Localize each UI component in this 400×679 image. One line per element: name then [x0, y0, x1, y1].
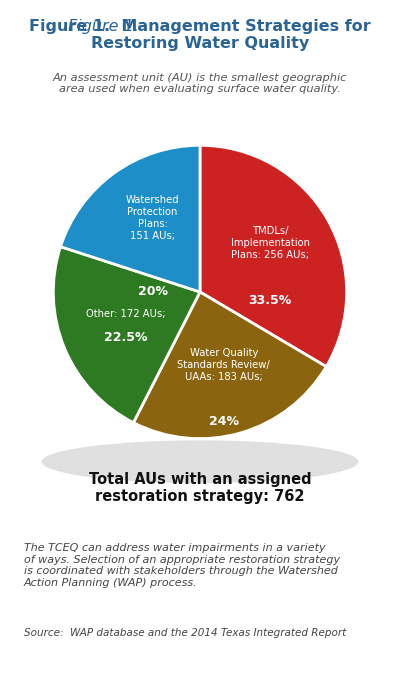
- Text: Figure 1.  Management Strategies for
Restoring Water Quality: Figure 1. Management Strategies for Rest…: [29, 19, 371, 52]
- Wedge shape: [200, 145, 347, 367]
- Wedge shape: [134, 292, 326, 439]
- Text: 24%: 24%: [209, 416, 239, 428]
- Text: 22.5%: 22.5%: [104, 331, 147, 344]
- Text: TMDLs/
Implementation
Plans: 256 AUs;: TMDLs/ Implementation Plans: 256 AUs;: [230, 226, 310, 260]
- Text: Figure 1.: Figure 1.: [68, 19, 139, 34]
- Text: 33.5%: 33.5%: [248, 294, 292, 307]
- Text: 20%: 20%: [138, 285, 168, 298]
- Ellipse shape: [42, 441, 358, 483]
- Text: An assessment unit (AU) is the smallest geographic
area used when evaluating sur: An assessment unit (AU) is the smallest …: [53, 73, 347, 94]
- Text: Source:  WAP database and the 2014 Texas Integrated Report: Source: WAP database and the 2014 Texas …: [24, 628, 346, 638]
- Text: Watershed
Protection
Plans:
151 AUs;: Watershed Protection Plans: 151 AUs;: [126, 195, 179, 241]
- Text: Total AUs with an assigned
restoration strategy: 762: Total AUs with an assigned restoration s…: [89, 472, 311, 504]
- Wedge shape: [60, 145, 200, 292]
- Text: Other: 172 AUs;: Other: 172 AUs;: [86, 309, 165, 319]
- Text: Water Quality
Standards Review/
UAAs: 183 AUs;: Water Quality Standards Review/ UAAs: 18…: [177, 348, 270, 382]
- Wedge shape: [53, 246, 200, 422]
- Text: The TCEQ can address water impairments in a variety
of ways. Selection of an app: The TCEQ can address water impairments i…: [24, 543, 340, 588]
